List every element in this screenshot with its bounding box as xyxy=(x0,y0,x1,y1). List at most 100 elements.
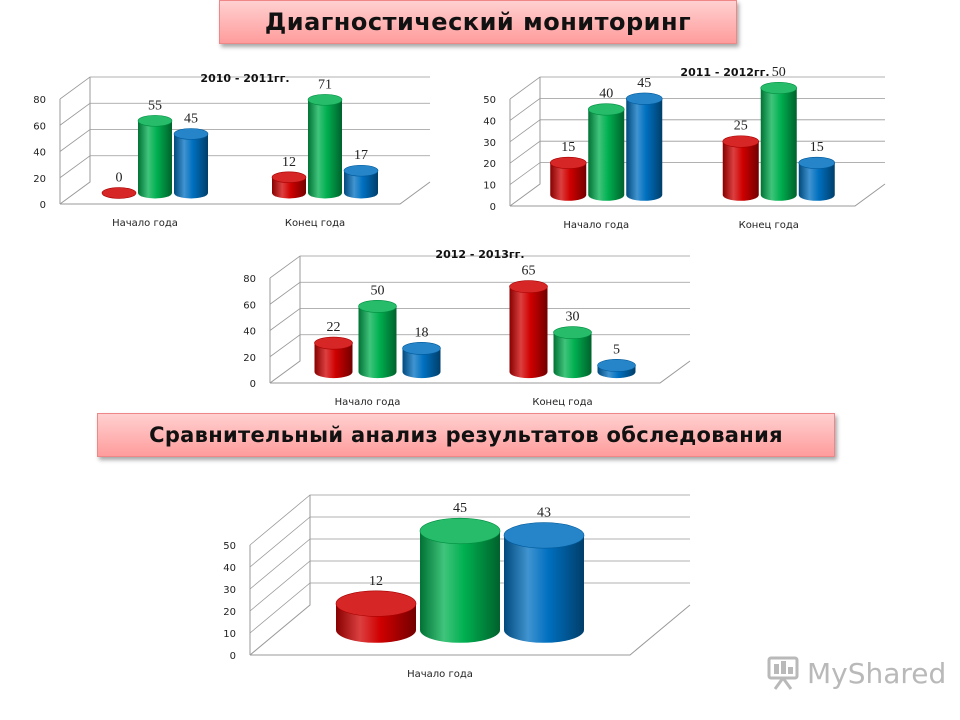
gridline xyxy=(269,281,690,305)
back-wall-edge xyxy=(59,77,91,205)
banner-diagnostic-monitoring: Диагностический мониторинг xyxy=(219,0,737,44)
bar-red-0-top xyxy=(314,336,353,350)
gridline xyxy=(269,308,690,331)
y-tick-label: 0 xyxy=(250,379,256,390)
y-tick-label: 20 xyxy=(223,607,236,618)
banner-comparative-analysis: Сравнительный анализ результатов обследо… xyxy=(97,413,835,457)
bar-blue-1-top xyxy=(798,156,836,169)
bar-red-0 xyxy=(314,343,353,379)
x-category-label: Конец года xyxy=(739,220,799,231)
y-tick-label: 50 xyxy=(483,95,496,106)
bar-green-0-top xyxy=(137,115,173,127)
chart-2012-2013: 0 20 40 60 80 2012 - 2013гг. 22 65 50 30 18 5 Начало… xyxy=(243,248,691,408)
bar-red-1 xyxy=(509,286,548,379)
back-wall-edge xyxy=(509,77,541,207)
data-label: 15 xyxy=(810,140,824,155)
back-wall-edge xyxy=(249,495,311,656)
y-tick-label: 60 xyxy=(243,300,256,311)
y-tick-label: 10 xyxy=(223,629,236,640)
gridline xyxy=(509,76,885,100)
y-tick-label: 0 xyxy=(230,651,236,662)
y-tick-label: 20 xyxy=(483,159,496,170)
bar-red-1-top xyxy=(509,280,548,294)
data-label: 5 xyxy=(613,342,620,357)
data-label: 45 xyxy=(184,111,198,126)
y-tick-label: 30 xyxy=(483,138,496,149)
y-tick-label: 40 xyxy=(223,563,236,574)
y-tick-label: 30 xyxy=(223,585,236,596)
bar-blue-1 xyxy=(344,170,378,199)
gridline xyxy=(249,494,690,546)
bar-green-0 xyxy=(588,109,625,201)
bar-green-0 xyxy=(420,531,500,643)
y-tick-label: 40 xyxy=(33,148,46,159)
y-tick-label: 40 xyxy=(483,116,496,127)
bar-blue-0 xyxy=(174,133,208,199)
data-label: 45 xyxy=(637,76,651,91)
y-tick-label: 0 xyxy=(490,202,496,213)
y-tick-label: 80 xyxy=(243,274,256,285)
bar-green-0 xyxy=(138,120,172,199)
bar-red-0-top xyxy=(335,590,417,617)
data-label: 0 xyxy=(116,171,123,186)
y-tick-label: 0 xyxy=(40,200,46,211)
x-category-label: Начало года xyxy=(335,397,401,408)
bar-blue-0 xyxy=(626,98,663,201)
data-label: 15 xyxy=(561,140,575,155)
x-category-label: Начало года xyxy=(112,218,178,229)
y-tick-label: 50 xyxy=(223,541,236,552)
presentation-board-icon xyxy=(767,656,799,690)
y-tick-label: 20 xyxy=(243,353,256,364)
bar-blue-0 xyxy=(402,348,441,379)
chart-comparison: 0 10 20 30 40 50 12 45 43 Начало года xyxy=(223,494,691,680)
chart-title: 2010 - 2011гг. xyxy=(200,72,289,85)
bar-blue-1 xyxy=(798,162,835,201)
logo-text: MyShared xyxy=(807,656,947,690)
x-category-label: Конец года xyxy=(285,218,345,229)
bar-red-0-top xyxy=(549,156,587,169)
gridline xyxy=(509,98,885,121)
bar-red-0-top xyxy=(101,187,137,199)
bar-green-0-top xyxy=(358,299,397,313)
x-category-label: Начало года xyxy=(407,669,473,680)
data-label: 55 xyxy=(148,98,162,113)
data-label: 25 xyxy=(734,119,748,134)
data-label: 22 xyxy=(327,320,341,335)
bar-green-1-top xyxy=(760,81,798,95)
chart-2010-2011: 0 20 40 60 80 2010 - 2011гг. 0 12 55 71 45 17 Начало… xyxy=(33,72,431,229)
data-label: 43 xyxy=(537,506,551,521)
bar-blue-1-top xyxy=(597,359,636,372)
y-tick-label: 10 xyxy=(483,181,496,192)
gridline xyxy=(249,516,690,568)
data-label: 71 xyxy=(318,77,332,92)
bar-blue-0-top xyxy=(402,341,441,355)
bar-blue-0-top xyxy=(625,92,663,105)
data-label: 40 xyxy=(599,87,613,102)
bar-blue-0-top xyxy=(503,522,585,549)
bar-blue-0 xyxy=(504,535,584,643)
data-label: 50 xyxy=(371,283,385,298)
y-tick-label: 80 xyxy=(33,95,46,106)
gridline xyxy=(269,255,690,279)
bar-red-1-top xyxy=(722,135,760,148)
gridline xyxy=(59,76,430,100)
chart-title: 2012 - 2013гг. xyxy=(435,248,524,261)
x-category-label: Конец года xyxy=(532,397,592,408)
bar-red-1 xyxy=(272,177,306,199)
x-category-label: Начало года xyxy=(563,220,629,231)
y-tick-label: 60 xyxy=(33,121,46,132)
bar-red-1 xyxy=(722,141,759,201)
data-label: 18 xyxy=(415,325,429,340)
gridline xyxy=(59,102,430,126)
bar-green-1-top xyxy=(553,326,592,340)
back-wall-edge xyxy=(269,256,301,384)
bar-green-0 xyxy=(358,306,397,379)
gridline xyxy=(59,129,430,152)
chart-title: 2011 - 2012гг. xyxy=(680,66,769,79)
data-label: 17 xyxy=(354,148,368,163)
data-label: 12 xyxy=(369,574,383,589)
data-label: 30 xyxy=(566,310,580,325)
bar-green-1 xyxy=(308,99,342,199)
y-tick-label: 40 xyxy=(243,327,256,338)
